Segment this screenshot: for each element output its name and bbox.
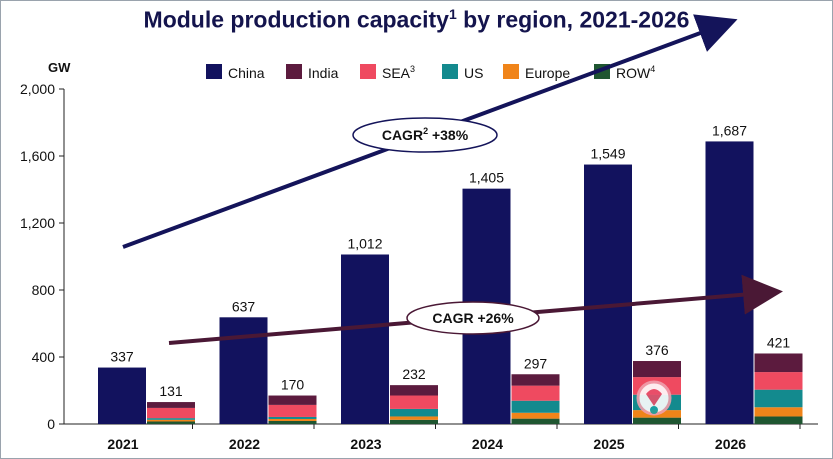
legend-swatch [206,64,222,79]
cagr-callout-others [406,301,540,335]
x-tick-label: 2022 [229,436,260,452]
bar-china [705,141,754,425]
legend-label: India [308,65,339,81]
bar-segment-sea [147,407,195,419]
bar-segment-row [511,418,560,424]
cagr-label-total: CAGR2 +38% [382,126,469,143]
x-tick-label: 2023 [350,436,381,452]
bar-segment-us [268,416,317,419]
x-tick-label: 2021 [107,436,138,452]
bar-china [219,317,268,424]
title-rest: by region, 2021-2026 [456,6,690,33]
title-main: Module production capacity [143,6,449,33]
legend-swatch [360,64,376,79]
legend-label: US [464,65,483,81]
bar-segment-us [754,389,803,408]
bar-china [341,254,389,424]
bar-segment-india [390,385,438,396]
bar-china [98,367,146,424]
bar-segment-row [390,419,438,424]
data-label-china: 1,012 [347,235,382,251]
bar-segment-sea [390,395,438,409]
bar-segment-india [633,361,681,378]
bar-segment-us [147,418,195,420]
bar-segment-europe [511,412,560,419]
bar-segment-row [633,417,681,424]
x-tick-label: 2024 [472,436,503,452]
legend-label: ROW4 [616,64,655,81]
bar-segment-europe [147,419,195,422]
legend-swatch [503,64,519,79]
data-label-others-total: 170 [281,377,305,393]
bar-segment-sea [754,372,803,390]
bar-segment-us [390,408,438,417]
watermark-logo-icon [636,380,672,416]
cagr-label-others: CAGR +26% [432,310,514,326]
data-label-others-total: 376 [645,342,669,358]
x-tick-label: 2026 [715,436,746,452]
bar-segment-india [754,353,803,373]
chart-title: Module production capacity1 by region, 2… [0,6,833,34]
data-label-china: 637 [232,298,256,314]
legend-label: China [228,65,265,81]
bar-segment-us [511,400,560,413]
bar-segment-row [754,416,803,424]
bar-segment-europe [390,416,438,420]
y-axis-label: GW [48,60,71,75]
bar-segment-india [147,402,195,408]
bar-segment-row [147,421,195,424]
bar-segment-europe [754,407,803,417]
data-label-others-total: 421 [767,334,791,350]
bar-segment-row [268,420,317,424]
data-label-others-total: 232 [402,366,426,382]
bar-china [584,164,632,425]
legend-swatch [442,64,458,79]
y-tick-label: 800 [32,282,56,298]
y-tick-label: 0 [47,416,55,432]
bar-segment-india [268,395,317,405]
y-tick-label: 1,600 [20,148,55,164]
data-label-china: 337 [110,349,134,365]
data-label-china: 1,549 [590,146,625,162]
bar-segment-sea [511,385,560,401]
legend-swatch [286,64,302,79]
title-footnote: 1 [448,6,457,22]
bar-segment-sea [268,404,317,417]
legend-label: SEA3 [382,64,415,81]
legend-label: Europe [525,65,570,81]
bar-segment-india [511,374,560,386]
y-tick-label: 2,000 [20,81,55,97]
data-label-others-total: 131 [159,383,183,399]
data-label-others-total: 297 [524,355,548,371]
cagr-callout-total [352,117,498,153]
data-label-china: 1,405 [469,170,504,186]
data-label-china: 1,687 [712,122,747,138]
bar-segment-europe [268,418,317,421]
y-tick-label: 400 [32,349,56,365]
y-tick-label: 1,200 [20,215,55,231]
x-tick-label: 2025 [593,436,624,452]
